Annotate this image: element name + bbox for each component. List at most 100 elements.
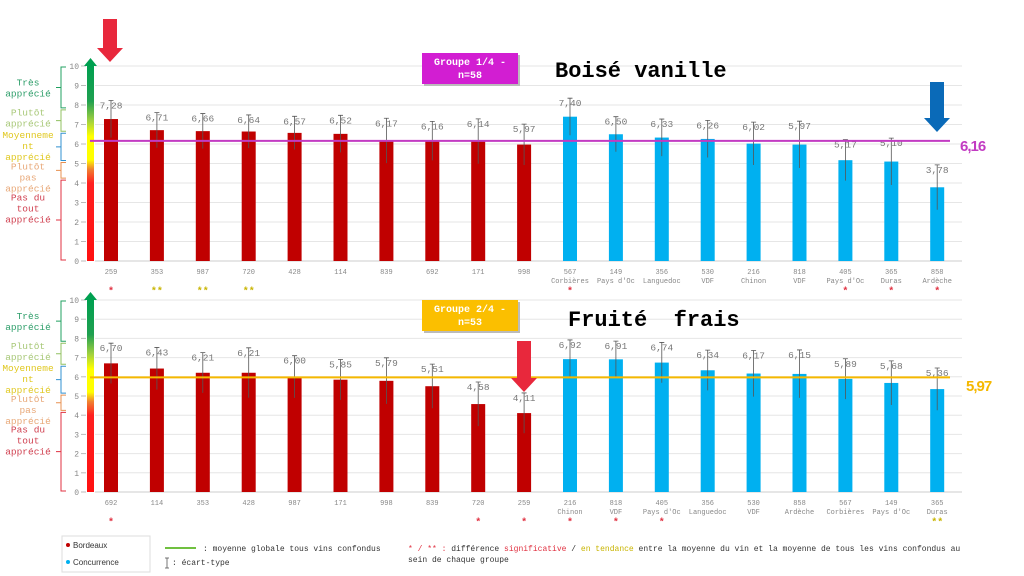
data-label: 5,85: [329, 360, 352, 371]
bar: [654, 362, 669, 492]
error-bar: [246, 114, 252, 149]
error-bar: [108, 100, 114, 138]
x-tick-code: 567: [839, 500, 852, 508]
data-label: 7,28: [100, 101, 123, 112]
x-tick-code: 365: [885, 269, 898, 277]
data-label: 6,92: [559, 340, 582, 351]
bar: [241, 131, 256, 261]
significance-marker: **: [243, 286, 255, 298]
y-tick-label: 0: [74, 489, 79, 498]
significance-marker: **: [197, 286, 209, 298]
error-bar: [613, 340, 619, 378]
y-tick-label: 5: [74, 161, 79, 170]
bar-group: 5,79 998: [375, 357, 398, 508]
bar: [471, 141, 486, 261]
scale-gradient-bar: [87, 300, 94, 492]
bar: [838, 378, 853, 492]
x-tick-region: Duras: [927, 509, 948, 517]
data-label: 5,51: [421, 364, 444, 375]
bar-group: 6,21 428: [237, 347, 260, 508]
x-tick-region: Duras: [881, 278, 902, 286]
group-label: Groupe 2/4 -: [434, 304, 506, 316]
note-tend: en tendance: [581, 545, 634, 554]
group-n: n=58: [458, 71, 482, 82]
bar: [379, 140, 394, 261]
data-label: 6,00: [283, 356, 306, 367]
data-label: 4,11: [513, 393, 536, 404]
error-bar: [842, 139, 848, 181]
bar: [563, 116, 577, 261]
sd-icon: [165, 557, 169, 569]
error-bar: [842, 358, 848, 400]
significance-marker: *: [888, 286, 894, 298]
bar: [608, 359, 623, 492]
note-a: différence: [451, 545, 499, 554]
bar-group: 5,51 839: [421, 363, 444, 508]
data-label: 5,79: [375, 358, 398, 369]
error-bar: [338, 359, 343, 400]
data-label: 5,97: [788, 121, 811, 132]
data-label: 3,78: [926, 165, 949, 176]
y-tick-label: 4: [74, 412, 79, 421]
scale-up-arrow-icon: [84, 292, 97, 300]
error-bar: [475, 381, 481, 427]
significance-marker: *: [842, 286, 848, 298]
data-label: 6,34: [696, 350, 719, 361]
x-tick-region: Corbières: [551, 278, 589, 286]
highlight-down-arrow-icon: [97, 19, 123, 62]
legend-concurrence: Concurrence: [73, 558, 119, 567]
bar: [104, 119, 118, 261]
data-label: 7,40: [559, 98, 582, 109]
bar: [700, 370, 715, 492]
scale-label-plutot: Plutôt apprécié: [5, 341, 51, 363]
bar: [884, 382, 899, 492]
data-label: 6,21: [237, 348, 260, 359]
x-tick-code: 428: [288, 269, 301, 277]
data-label: 6,50: [604, 117, 627, 128]
bracket-plutot: [56, 109, 66, 132]
x-tick-region: Languedoc: [643, 278, 681, 286]
bar: [287, 132, 302, 261]
error-bar: [934, 367, 940, 411]
x-tick-code: 567: [564, 269, 577, 277]
error-bar: [383, 357, 389, 404]
error-bar: [934, 164, 940, 210]
bar: [104, 363, 118, 492]
bar-group: 6,14 171: [467, 118, 490, 277]
x-tick-region: VDF: [793, 278, 806, 286]
chart-title: Fruité frais: [568, 308, 740, 333]
error-bar: [888, 137, 894, 185]
legend-bordeaux: Bordeaux: [73, 541, 107, 550]
y-tick-label: 0: [74, 258, 79, 267]
x-tick-region: VDF: [610, 509, 623, 517]
x-tick-code: 114: [334, 269, 347, 277]
y-tick-label: 9: [74, 83, 79, 92]
x-tick-region: Pays d'Oc: [826, 278, 864, 286]
y-tick-label: 3: [74, 200, 79, 209]
scale-label-plutot_pas: Plutôt pas apprécié: [5, 394, 51, 427]
x-tick-code: 365: [931, 500, 944, 508]
x-tick-region: Chinon: [741, 278, 766, 286]
x-tick-region: Corbières: [826, 509, 864, 517]
significance-marker: *: [613, 517, 619, 529]
bar-group: 6,17 839: [375, 117, 398, 277]
data-label: 6,71: [145, 113, 168, 124]
bar: [195, 131, 210, 261]
bracket-plutot: [56, 342, 66, 365]
x-tick-region: Ardèche: [785, 509, 814, 517]
x-tick-code: 259: [105, 269, 118, 277]
legend-note: * / ** : différence significative / en t…: [408, 545, 960, 554]
x-tick-code: 858: [931, 269, 944, 277]
x-tick-code: 998: [380, 500, 393, 508]
bar-group: 6,70 692 *: [100, 342, 123, 529]
bar: [517, 144, 532, 261]
